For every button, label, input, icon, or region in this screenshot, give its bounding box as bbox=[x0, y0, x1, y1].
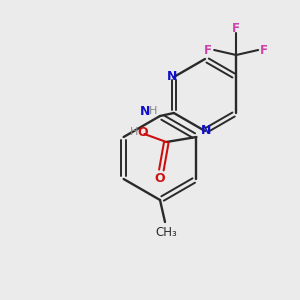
Text: F: F bbox=[232, 22, 240, 34]
Text: O: O bbox=[154, 172, 165, 185]
Text: F: F bbox=[204, 44, 212, 56]
Text: O: O bbox=[137, 125, 148, 139]
Text: N: N bbox=[140, 105, 150, 118]
Text: N: N bbox=[167, 70, 177, 83]
Text: H: H bbox=[149, 106, 157, 116]
Text: N: N bbox=[201, 124, 211, 137]
Text: CH₃: CH₃ bbox=[155, 226, 177, 238]
Text: F: F bbox=[260, 44, 268, 56]
Text: H: H bbox=[130, 127, 139, 137]
